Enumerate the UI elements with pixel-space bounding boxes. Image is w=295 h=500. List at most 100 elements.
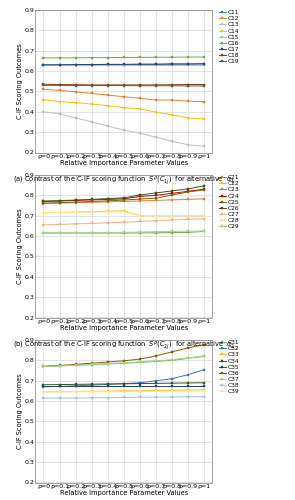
C35 — [171, 383, 174, 389]
C15 — [106, 62, 109, 68]
C37 — [122, 360, 126, 366]
C23 — [74, 230, 77, 236]
C34 — [90, 381, 94, 387]
C17 — [106, 62, 109, 68]
Y-axis label: C-IF Scoring Outcomes: C-IF Scoring Outcomes — [17, 208, 23, 284]
C16 — [171, 54, 174, 60]
C34 — [122, 381, 126, 387]
C32 — [42, 384, 45, 390]
Text: (a) Contrast of the C-IF scoring function  $S^{\rho}(C_{1j})$  for alternative  : (a) Contrast of the C-IF scoring functio… — [13, 175, 235, 188]
C17 — [138, 61, 142, 67]
C39 — [90, 388, 94, 394]
C18 — [90, 82, 94, 88]
C39 — [203, 388, 206, 394]
C24 — [58, 198, 61, 204]
C26 — [106, 196, 109, 202]
C22 — [58, 210, 61, 216]
C19 — [42, 82, 45, 88]
C29 — [74, 230, 77, 236]
C27 — [42, 222, 45, 228]
C18 — [106, 82, 109, 88]
C19 — [186, 83, 190, 89]
C38 — [42, 395, 45, 401]
C24 — [171, 190, 174, 196]
C37 — [171, 356, 174, 362]
C23 — [154, 230, 158, 236]
C33 — [154, 388, 158, 394]
C36 — [42, 364, 45, 370]
C28 — [122, 208, 126, 214]
C39 — [42, 389, 45, 395]
C28 — [138, 212, 142, 218]
C23 — [122, 230, 126, 236]
C14 — [90, 101, 94, 107]
C26 — [203, 183, 206, 189]
C33 — [138, 388, 142, 394]
C19 — [58, 82, 61, 88]
Line: C26: C26 — [42, 184, 206, 202]
C31 — [74, 362, 77, 368]
C29 — [58, 230, 61, 236]
C33 — [186, 387, 190, 393]
C27 — [154, 218, 158, 224]
C12 — [186, 98, 190, 104]
C28 — [203, 212, 206, 218]
C38 — [203, 394, 206, 400]
Line: C32: C32 — [42, 368, 206, 388]
C23 — [203, 228, 206, 234]
Line: C18: C18 — [42, 83, 206, 86]
C19 — [74, 82, 77, 88]
C14 — [154, 109, 158, 115]
C33 — [171, 388, 174, 394]
Legend: C21, C22, C23, C24, C25, C26, C27, C28, C29: C21, C22, C23, C24, C25, C26, C27, C28, … — [219, 175, 239, 229]
C37 — [42, 364, 45, 370]
C15 — [42, 62, 45, 68]
C23 — [171, 230, 174, 235]
Line: C37: C37 — [42, 354, 206, 368]
C33 — [58, 388, 61, 394]
Line: C16: C16 — [42, 56, 206, 59]
C14 — [186, 115, 190, 121]
C25 — [203, 187, 206, 193]
C34 — [74, 382, 77, 388]
Line: C24: C24 — [42, 188, 206, 202]
C28 — [171, 212, 174, 218]
C39 — [186, 388, 190, 394]
C26 — [154, 190, 158, 196]
C13 — [154, 134, 158, 140]
C22 — [138, 212, 142, 218]
C37 — [58, 363, 61, 369]
C32 — [186, 372, 190, 378]
C13 — [58, 111, 61, 117]
C36 — [74, 362, 77, 368]
Line: C15: C15 — [42, 64, 206, 66]
Y-axis label: C-IF Scoring Outcomes: C-IF Scoring Outcomes — [17, 374, 23, 449]
Line: C31: C31 — [42, 355, 206, 368]
Line: C19: C19 — [42, 84, 206, 87]
Line: C21: C21 — [42, 198, 206, 205]
Line: C12: C12 — [42, 88, 206, 103]
C21 — [138, 198, 142, 204]
C22 — [106, 208, 109, 214]
C11 — [186, 61, 190, 67]
C24 — [154, 192, 158, 198]
Line: C33: C33 — [42, 388, 206, 393]
C17 — [58, 62, 61, 68]
C38 — [122, 394, 126, 400]
C31 — [171, 358, 174, 364]
C19 — [122, 82, 126, 88]
C19 — [138, 82, 142, 88]
C12 — [106, 92, 109, 98]
C14 — [171, 112, 174, 118]
C37 — [106, 360, 109, 366]
C18 — [154, 82, 158, 88]
C36 — [171, 349, 174, 355]
C32 — [106, 382, 109, 388]
C16 — [74, 55, 77, 61]
C28 — [74, 210, 77, 216]
C17 — [203, 60, 206, 66]
C33 — [122, 388, 126, 394]
C17 — [42, 62, 45, 68]
C39 — [58, 389, 61, 395]
C24 — [106, 196, 109, 202]
